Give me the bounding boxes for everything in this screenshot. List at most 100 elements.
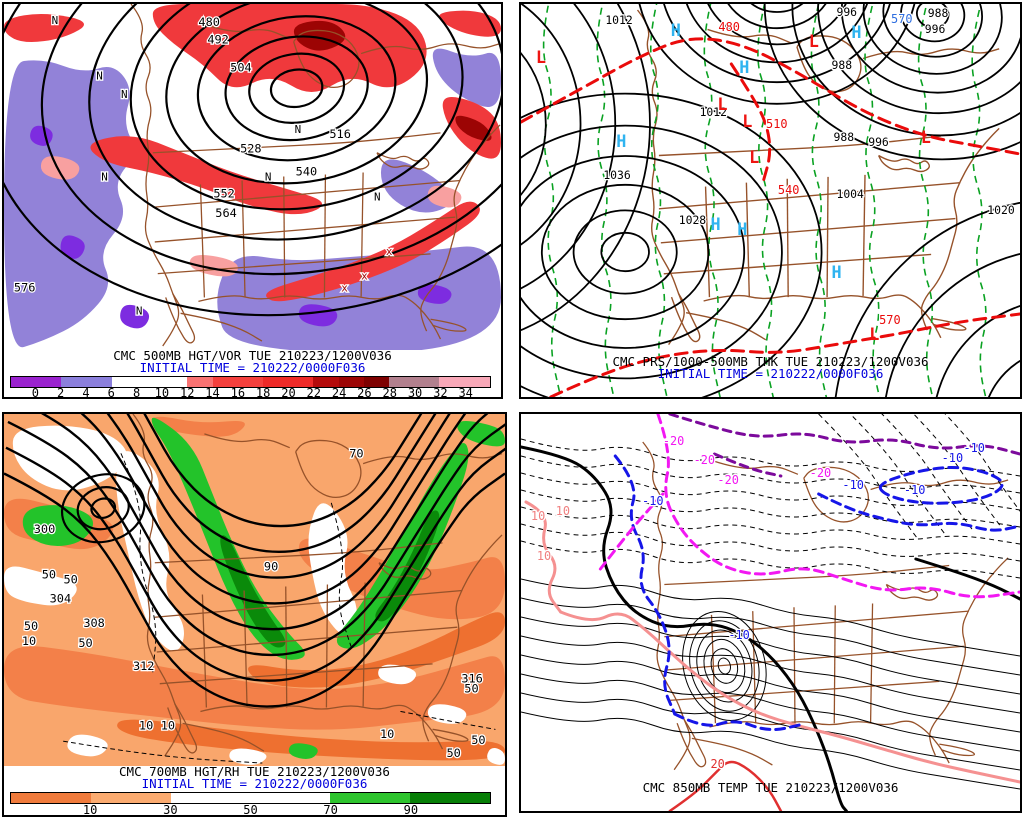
svg-text:-10: -10	[942, 451, 963, 465]
panel-700mb-hgt-rh: 312 308 304 300 316 50 50 50 50 50 50 50 10 10 10 10 70 9…	[2, 412, 507, 817]
svg-text:10: 10	[380, 727, 394, 741]
colorbar-tick: 18	[255, 386, 271, 400]
colorbar-cell	[389, 377, 415, 387]
svg-text:H: H	[832, 262, 842, 282]
colorbar-cell	[263, 377, 289, 387]
colorbar-tick: 34	[458, 386, 473, 400]
svg-text:316: 316	[461, 672, 482, 686]
colorbar-tick: 2	[57, 386, 65, 400]
svg-text:528: 528	[240, 142, 261, 156]
svg-text:50: 50	[42, 568, 56, 582]
svg-text:1012: 1012	[700, 105, 727, 119]
colorbar-tick: 10	[82, 803, 98, 817]
colorbar-tick: 20	[281, 386, 296, 400]
isotherm-neg10-east	[817, 492, 1020, 532]
svg-text:10: 10	[139, 718, 153, 732]
svg-text:570: 570	[879, 313, 900, 327]
svg-text:1036: 1036	[603, 168, 631, 182]
svg-text:H: H	[737, 219, 747, 239]
rh-contour-3	[63, 740, 263, 764]
svg-text:L: L	[749, 147, 759, 167]
panel3-initial-time: INITIAL TIME = 210222/0000F036	[141, 776, 368, 791]
svg-text:480: 480	[198, 15, 219, 29]
colorbar-cell	[170, 793, 251, 803]
isotherm-neg20-branch	[598, 492, 665, 571]
colorbar-cell	[187, 377, 213, 387]
isobars-high	[521, 92, 823, 397]
colorbar-cell	[410, 793, 490, 803]
svg-text:1020: 1020	[987, 203, 1015, 217]
panel1-title: CMC 500MB HGT/VOR TUE 210223/1200V036	[113, 348, 392, 363]
svg-text:-20: -20	[810, 466, 831, 480]
colorbar-tick: 70	[323, 803, 338, 817]
svg-text:1028: 1028	[679, 213, 707, 227]
svg-text:N: N	[374, 190, 381, 203]
colorbar-cell	[250, 793, 331, 803]
colorbar-tick: 26	[357, 386, 372, 400]
svg-text:x: x	[361, 270, 368, 283]
svg-text:300: 300	[34, 522, 55, 536]
isotherm-neg10-west	[613, 454, 677, 716]
panel3-title: CMC 700MB HGT/RH TUE 210223/1200V036	[119, 764, 390, 779]
svg-text:L: L	[869, 324, 879, 344]
svg-text:1012: 1012	[605, 13, 632, 27]
svg-text:N: N	[265, 170, 272, 183]
colorbar-cell	[36, 377, 62, 387]
colorbar-cell	[162, 377, 188, 387]
panel4-title: CMC 850MB TEMP TUE 210223/1200V036	[642, 780, 899, 795]
neg-center-labels: N N N N N N N N	[50, 13, 381, 319]
svg-text:L: L	[809, 31, 819, 51]
colorbar-tick: 16	[230, 386, 246, 400]
vort-max-marks: xxx	[340, 244, 394, 296]
svg-text:N: N	[52, 14, 59, 27]
map-prs-thickness: 1012 996 988 996 1012 988 1036 1028 1004 1020 988 9…	[521, 4, 1020, 397]
svg-text:564: 564	[215, 206, 236, 220]
colorbar-cell	[137, 377, 163, 387]
colorbar-tick: 0	[31, 386, 39, 400]
colorbar-cell	[111, 377, 138, 387]
isotherm-10-a	[524, 500, 563, 614]
colorbar-cell	[414, 377, 440, 387]
colorbar-cell	[288, 377, 314, 387]
svg-text:90: 90	[264, 560, 278, 574]
svg-text:10: 10	[22, 634, 36, 648]
thk-510-line	[729, 62, 772, 184]
svg-text:H: H	[851, 22, 861, 42]
thickness-contours	[542, 4, 987, 397]
colorbar-cell	[86, 377, 112, 387]
coastlines	[132, 414, 503, 757]
height-contours	[4, 414, 505, 708]
svg-text:304: 304	[50, 591, 71, 605]
svg-text:20: 20	[710, 757, 724, 771]
colorbar-cell	[237, 377, 264, 387]
svg-text:996: 996	[836, 5, 857, 19]
svg-text:L: L	[742, 111, 752, 131]
colorbar-tick: 90	[403, 803, 419, 817]
svg-text:308: 308	[83, 616, 104, 630]
svg-text:-20: -20	[663, 434, 684, 448]
isotherm-neg30-b	[712, 452, 783, 478]
isotherms-ne-diagonals	[818, 414, 1020, 540]
colorbar-tick: 50	[243, 803, 258, 817]
svg-text:L: L	[717, 94, 727, 114]
svg-text:-10: -10	[842, 478, 863, 492]
neg-vorticity-core-fill	[30, 125, 452, 329]
svg-text:312: 312	[133, 659, 154, 673]
panel1-colorbar-ticks: 0 2 4 6 8 10 12 14 16 18 20 22 24 26 28 30 32 34	[10, 386, 491, 400]
svg-text:10: 10	[537, 549, 551, 563]
colorbar-cell	[313, 377, 339, 387]
svg-text:-10: -10	[642, 494, 663, 508]
svg-text:996: 996	[925, 22, 946, 36]
colorbar-tick: 12	[179, 386, 195, 400]
svg-text:L: L	[536, 47, 546, 67]
height-contours	[4, 4, 501, 317]
svg-text:H: H	[616, 131, 626, 151]
panel-850mb-temp: 10 10 10 -10 -10 -10 -10 -10 -10 -20 -20 -20 -20 20 C…	[519, 412, 1022, 813]
svg-text:996: 996	[868, 135, 889, 149]
isotherm-20	[668, 760, 783, 811]
